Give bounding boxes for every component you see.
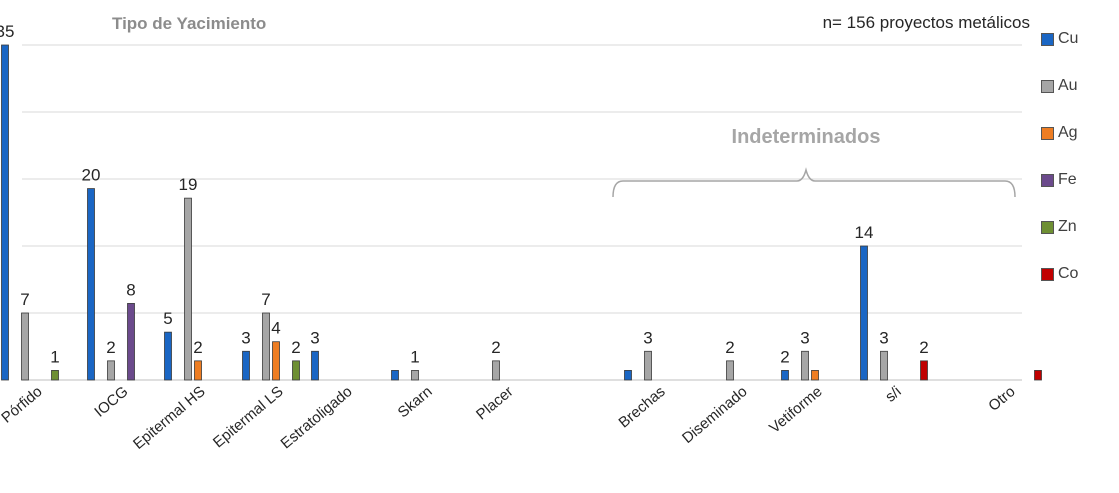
- data-label: 2: [106, 338, 115, 357]
- indeterminados-label: Indeterminados: [732, 126, 881, 148]
- legend-item-fe: Fe: [1041, 171, 1077, 191]
- data-label: 1: [50, 347, 59, 366]
- data-label: 2: [780, 347, 789, 366]
- legend-item-cu: Cu: [1041, 30, 1078, 50]
- data-label: 19: [179, 175, 198, 194]
- category-label: Pórfido: [0, 383, 46, 427]
- category-label: Vetiforme: [766, 383, 825, 437]
- category-label: Epitermal HS: [130, 383, 209, 453]
- category-label: s/i: [882, 383, 904, 406]
- legend-item-au: Au: [1041, 77, 1078, 97]
- bar-au-3: [184, 197, 192, 381]
- legend-label-ag: Ag: [1058, 124, 1078, 141]
- legend-swatch-cu: [1041, 32, 1054, 46]
- data-label: 4: [271, 319, 280, 338]
- bar-au-9: [726, 360, 734, 381]
- bar-au-10: [801, 350, 809, 381]
- data-label: 3: [879, 328, 888, 347]
- sample-size-note: n= 156 proyectos metálicos: [822, 13, 1030, 32]
- bar-cu-3: [164, 331, 172, 381]
- bar-cu-10: [781, 370, 789, 381]
- legend-label-fe: Fe: [1058, 171, 1077, 188]
- legend-item-zn: Zn: [1041, 218, 1077, 238]
- legend-item-ag: Ag: [1041, 124, 1078, 144]
- legend-label-zn: Zn: [1058, 218, 1077, 235]
- bar-cu-6: [391, 370, 399, 381]
- bar-au-4: [262, 312, 270, 381]
- bar-au-11: [880, 350, 888, 381]
- data-label: 5: [163, 309, 172, 328]
- legend-swatch-co: [1041, 267, 1054, 281]
- category-label: Brechas: [615, 383, 668, 431]
- data-label: 7: [261, 290, 270, 309]
- data-label: 14: [855, 223, 874, 242]
- category-label: Skarn: [395, 383, 436, 421]
- legend-swatch-fe: [1041, 173, 1054, 187]
- data-label: 2: [919, 338, 928, 357]
- bar-ag-4: [272, 341, 280, 381]
- bar-au-8: [644, 350, 652, 381]
- bar-co-12: [1034, 370, 1042, 381]
- bar-fe-2: [127, 303, 135, 381]
- legend-swatch-ag: [1041, 126, 1054, 140]
- category-label: Estratoligado: [278, 383, 356, 452]
- category-label: Placer: [473, 383, 517, 423]
- bar-ag-3: [194, 360, 202, 381]
- data-label: 2: [193, 338, 202, 357]
- data-label: 35: [0, 22, 14, 41]
- bar-au-2: [107, 360, 115, 381]
- bar-cu-2: [87, 188, 95, 381]
- data-label: 3: [643, 328, 652, 347]
- data-label: 2: [291, 338, 300, 357]
- category-label: Otro: [985, 383, 1018, 415]
- bar-co-11: [920, 360, 928, 381]
- data-label: 7: [20, 290, 29, 309]
- legend-swatch-zn: [1041, 220, 1054, 234]
- data-label: 3: [310, 328, 319, 347]
- bar-au-1: [21, 312, 29, 381]
- data-label: 8: [126, 280, 135, 299]
- bar-cu-8: [624, 370, 632, 381]
- bar-ag-10: [811, 370, 819, 381]
- bar-au-6: [411, 370, 419, 381]
- indeterminados-bracket: [612, 167, 1016, 198]
- legend-swatch-au: [1041, 79, 1054, 93]
- bar-zn-1: [51, 370, 59, 381]
- category-label: Diseminado: [679, 383, 751, 447]
- data-label: 3: [241, 328, 250, 347]
- category-label: Epitermal LS: [210, 383, 287, 451]
- bar-cu-5: [311, 350, 319, 381]
- legend-label-co: Co: [1058, 265, 1079, 282]
- legend-label-cu: Cu: [1058, 30, 1079, 47]
- data-label: 1: [410, 347, 419, 366]
- data-label: 2: [491, 338, 500, 357]
- legend-item-co: Co: [1041, 265, 1078, 285]
- chart-title: Tipo de Yacimiento: [112, 14, 267, 33]
- bar-cu-1: [1, 44, 9, 381]
- bar-cu-11: [860, 245, 868, 381]
- legend-label-au: Au: [1058, 77, 1078, 94]
- category-label: IOCG: [91, 383, 131, 421]
- bar-zn-4: [292, 360, 300, 381]
- data-label: 2: [725, 338, 734, 357]
- data-label: 3: [800, 328, 809, 347]
- data-label: 20: [82, 166, 101, 185]
- bar-cu-4: [242, 350, 250, 381]
- bar-au-7: [492, 360, 500, 381]
